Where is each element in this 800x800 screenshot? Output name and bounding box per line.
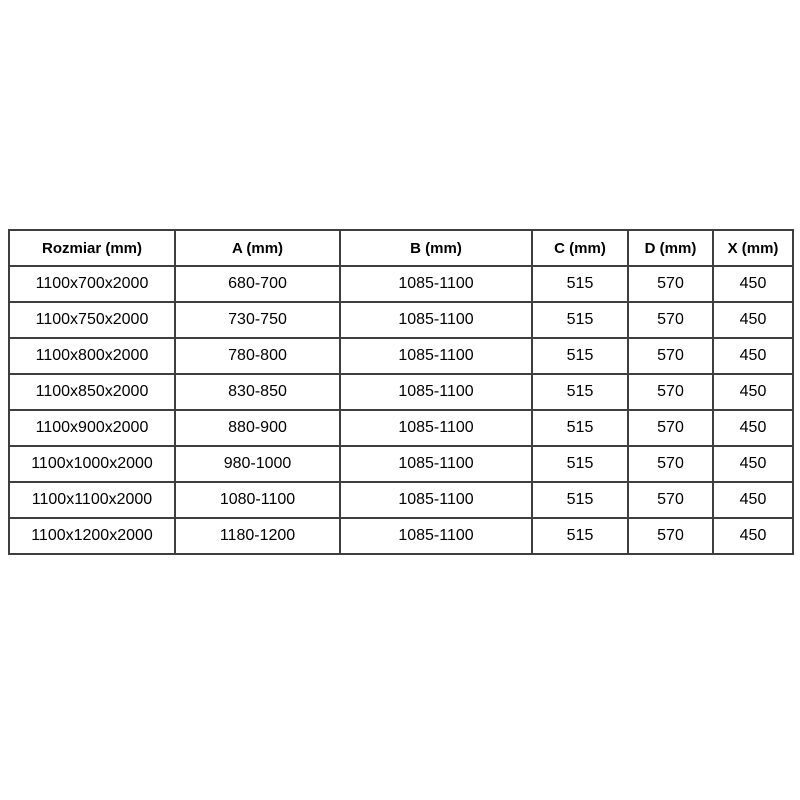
table-cell-b: 1085-1100	[339, 265, 533, 303]
table-cell-rozmiar: 1100x1100x2000	[8, 481, 176, 519]
column-header-x: X (mm)	[712, 229, 794, 267]
table-cell-a: 1080-1100	[174, 481, 341, 519]
table-cell-c: 515	[531, 301, 629, 339]
table-cell-x: 450	[712, 301, 794, 339]
table-row: 1100x1200x2000 1180-1200 1085-1100 515 570 45…	[8, 517, 794, 555]
table-cell-b: 1085-1100	[339, 445, 533, 483]
table-cell-a: 780-800	[174, 337, 341, 375]
table-cell-x: 450	[712, 517, 794, 555]
table-cell-a: 880-900	[174, 409, 341, 447]
table-row: 1100x800x2000 780-800 1085-1100 515 570 450	[8, 337, 794, 375]
table-cell-b: 1085-1100	[339, 481, 533, 519]
column-header-d: D (mm)	[627, 229, 714, 267]
table-cell-c: 515	[531, 517, 629, 555]
table-cell-d: 570	[627, 265, 714, 303]
table-cell-x: 450	[712, 445, 794, 483]
column-header-b: B (mm)	[339, 229, 533, 267]
table-cell-b: 1085-1100	[339, 337, 533, 375]
column-header-a: A (mm)	[174, 229, 341, 267]
table-cell-d: 570	[627, 445, 714, 483]
table-cell-x: 450	[712, 373, 794, 411]
header-row: Rozmiar (mm) A (mm) B (mm) C (mm) D (mm) X (m…	[8, 229, 794, 267]
table-cell-rozmiar: 1100x1200x2000	[8, 517, 176, 555]
table-cell-c: 515	[531, 265, 629, 303]
table-cell-d: 570	[627, 301, 714, 339]
table-cell-c: 515	[531, 445, 629, 483]
table-row: 1100x1100x2000 1080-1100 1085-1100 515 570 45…	[8, 481, 794, 519]
table-cell-a: 1180-1200	[174, 517, 341, 555]
table-cell-c: 515	[531, 481, 629, 519]
table-cell-d: 570	[627, 337, 714, 375]
table-row: 1100x750x2000 730-750 1085-1100 515 570 450	[8, 301, 794, 339]
table-cell-x: 450	[712, 337, 794, 375]
table-cell-d: 570	[627, 373, 714, 411]
table-cell-b: 1085-1100	[339, 517, 533, 555]
table-row: 1100x900x2000 880-900 1085-1100 515 570 450	[8, 409, 794, 447]
table-cell-rozmiar: 1100x900x2000	[8, 409, 176, 447]
table-row: 1100x1000x2000 980-1000 1085-1100 515 570 450	[8, 445, 794, 483]
table-cell-rozmiar: 1100x1000x2000	[8, 445, 176, 483]
table-cell-rozmiar: 1100x800x2000	[8, 337, 176, 375]
table-cell-d: 570	[627, 481, 714, 519]
table-body: 1100x700x2000 680-700 1085-1100 515 570 450 11…	[8, 265, 794, 555]
size-spec-table: Rozmiar (mm) A (mm) B (mm) C (mm) D (mm) X (m…	[8, 229, 794, 555]
table-cell-x: 450	[712, 409, 794, 447]
table-cell-x: 450	[712, 265, 794, 303]
table-cell-b: 1085-1100	[339, 409, 533, 447]
table-cell-rozmiar: 1100x750x2000	[8, 301, 176, 339]
table-cell-b: 1085-1100	[339, 373, 533, 411]
table-cell-b: 1085-1100	[339, 301, 533, 339]
table-cell-a: 730-750	[174, 301, 341, 339]
column-header-c: C (mm)	[531, 229, 629, 267]
table-cell-c: 515	[531, 409, 629, 447]
table-cell-a: 680-700	[174, 265, 341, 303]
table-cell-c: 515	[531, 373, 629, 411]
table-row: 1100x700x2000 680-700 1085-1100 515 570 450	[8, 265, 794, 303]
table-cell-rozmiar: 1100x850x2000	[8, 373, 176, 411]
column-header-rozmiar: Rozmiar (mm)	[8, 229, 176, 267]
table-cell-x: 450	[712, 481, 794, 519]
table-cell-a: 980-1000	[174, 445, 341, 483]
table-cell-d: 570	[627, 517, 714, 555]
table-cell-a: 830-850	[174, 373, 341, 411]
table-cell-d: 570	[627, 409, 714, 447]
table-cell-rozmiar: 1100x700x2000	[8, 265, 176, 303]
table-cell-c: 515	[531, 337, 629, 375]
table-row: 1100x850x2000 830-850 1085-1100 515 570 450	[8, 373, 794, 411]
